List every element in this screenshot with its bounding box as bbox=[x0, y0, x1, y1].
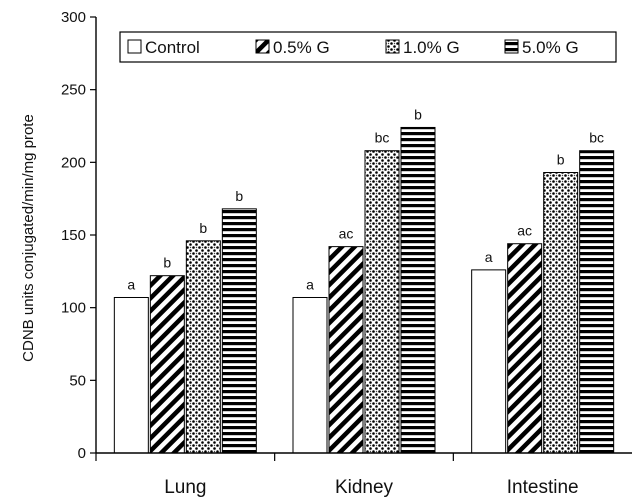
significance-label: b bbox=[163, 255, 171, 271]
bar-lung-series-4 bbox=[221, 208, 257, 454]
bar-kidney-series-2 bbox=[328, 246, 364, 454]
legend-swatch bbox=[385, 39, 400, 54]
legend-swatch bbox=[127, 39, 142, 54]
category-label-kidney: Kidney bbox=[335, 477, 394, 498]
bar-intestine-series-1 bbox=[471, 269, 507, 454]
bar-kidney-series-4 bbox=[400, 126, 436, 454]
legend-label: 5.0% G bbox=[522, 38, 579, 57]
legend-label: 0.5% G bbox=[273, 38, 330, 57]
bar-lung-series-2 bbox=[149, 275, 185, 454]
significance-label: b bbox=[199, 220, 207, 236]
significance-label: b bbox=[414, 106, 422, 122]
significance-label: ac bbox=[339, 226, 354, 242]
y-tick-label: 200 bbox=[61, 154, 86, 171]
y-tick-label: 100 bbox=[61, 300, 86, 317]
legend-box bbox=[119, 31, 617, 63]
significance-label: a bbox=[127, 276, 135, 292]
significance-label: ac bbox=[517, 223, 532, 239]
bar-intestine-series-4 bbox=[579, 150, 615, 454]
y-tick-label: 250 bbox=[61, 82, 86, 99]
bar-lung-series-3 bbox=[185, 240, 221, 454]
significance-label: b bbox=[557, 152, 565, 168]
significance-label: a bbox=[485, 249, 493, 265]
significance-label: bc bbox=[375, 130, 390, 146]
bar-lung-series-1 bbox=[113, 296, 149, 454]
y-tick-label: 0 bbox=[78, 445, 86, 462]
y-tick-label: 300 bbox=[61, 9, 86, 26]
legend-label: 1.0% G bbox=[403, 38, 460, 57]
y-tick-label: 150 bbox=[61, 227, 86, 244]
legend-label: Control bbox=[145, 38, 200, 57]
legend-swatch bbox=[504, 39, 519, 54]
significance-label: bc bbox=[589, 130, 604, 146]
y-axis-label: CDNB units conjugated/min/mg prote bbox=[20, 114, 37, 362]
significance-label: b bbox=[235, 188, 243, 204]
legend-swatch bbox=[255, 39, 270, 54]
significance-label: a bbox=[306, 276, 314, 292]
bar-intestine-series-2 bbox=[507, 243, 543, 454]
category-label-intestine: Intestine bbox=[507, 477, 579, 498]
bar-intestine-series-3 bbox=[543, 172, 579, 454]
bar-kidney-series-1 bbox=[292, 296, 328, 454]
bar-kidney-series-3 bbox=[364, 150, 400, 454]
category-label-lung: Lung bbox=[164, 477, 206, 498]
y-tick-label: 50 bbox=[69, 372, 86, 389]
legend: Control 0.5% G 1.0% G 5.0% G bbox=[119, 31, 617, 63]
